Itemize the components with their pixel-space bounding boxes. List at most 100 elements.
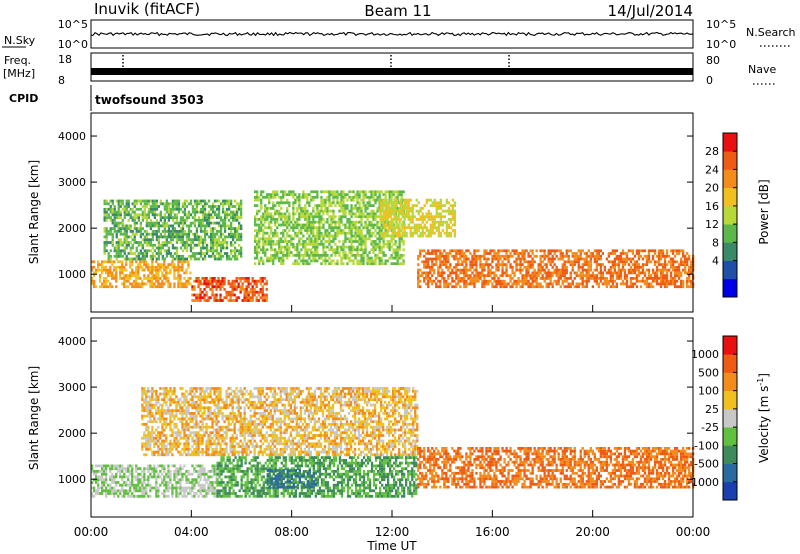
echo-cell: [233, 285, 236, 289]
echo-cell: [211, 246, 215, 250]
echo-cell: [143, 409, 146, 412]
echo-cell: [258, 240, 261, 243]
echo-cell: [336, 229, 339, 232]
echo-cell: [449, 231, 452, 235]
echo-cell: [445, 254, 448, 258]
echo-cell: [372, 223, 375, 227]
echo-cell: [535, 274, 538, 277]
echo-cell: [171, 227, 175, 230]
echo-cell: [682, 268, 685, 272]
echo-cell: [489, 274, 492, 277]
echo-cell: [201, 489, 204, 493]
echo-cell: [435, 260, 438, 264]
echo-cell: [437, 285, 440, 289]
echo-cell: [228, 218, 231, 222]
echo-cell: [123, 238, 126, 242]
echo-cell: [673, 271, 677, 275]
echo-cell: [234, 230, 237, 233]
echo-cell: [338, 223, 341, 227]
echo-cell: [340, 195, 343, 199]
echo-cell: [161, 243, 164, 247]
echo-cell: [149, 483, 152, 487]
echo-cell: [292, 201, 295, 205]
echo-cell: [294, 223, 297, 227]
echo-cell: [551, 274, 554, 277]
echo-cell: [497, 263, 500, 266]
echo-cell: [344, 256, 347, 260]
echo-cell: [447, 209, 450, 213]
echo-cell: [163, 205, 166, 208]
echo-cell: [223, 252, 227, 255]
echo-cell: [211, 489, 214, 493]
echo-cell: [651, 249, 655, 253]
echo-cell: [409, 215, 412, 219]
echo-cell: [368, 223, 371, 227]
echo-cell: [400, 195, 403, 199]
echo-cell: [169, 475, 172, 479]
echo-cell: [105, 243, 108, 247]
echo-cell: [117, 481, 120, 484]
echo-cell: [201, 483, 204, 487]
echo-cell: [388, 245, 391, 249]
echo-cell: [139, 249, 142, 253]
echo-cell: [223, 288, 226, 291]
echo-cell: [243, 279, 246, 283]
echo-cell: [171, 205, 175, 208]
echo-cell: [417, 268, 420, 272]
echo-cell: [362, 248, 365, 252]
echo-cell: [451, 215, 454, 219]
echo-cell: [613, 260, 616, 264]
echo-cell: [437, 207, 440, 210]
echo-cell: [236, 238, 239, 242]
echo-cell: [326, 254, 329, 257]
echo-cell: [155, 230, 158, 233]
echo-cell: [489, 268, 492, 272]
echo-cell: [613, 271, 616, 275]
echo-cell: [306, 198, 309, 202]
station-title: Inuvik (fitACF): [94, 0, 200, 18]
echo-cell: [427, 274, 430, 277]
echo-cell: [191, 494, 194, 498]
echo-cell: [169, 268, 172, 272]
echo-cell: [258, 262, 261, 266]
echo-cell: [175, 481, 178, 484]
echo-cell: [238, 243, 241, 247]
echo-cell: [338, 229, 341, 232]
echo-cell: [115, 199, 118, 203]
echo-cell: [437, 257, 440, 261]
echo-cell: [485, 249, 488, 253]
echo-cell: [151, 257, 154, 261]
echo-cell: [143, 205, 146, 208]
echo-cell: [95, 464, 98, 468]
echo-cell: [599, 274, 602, 277]
echo-cell: [225, 257, 229, 261]
echo-cell: [356, 193, 359, 196]
echo-cell: [352, 190, 355, 194]
echo-cell: [115, 257, 118, 261]
echo-cell: [551, 260, 554, 264]
echo-cell: [332, 195, 335, 199]
echo-cell: [619, 254, 623, 258]
echo-cell: [203, 257, 207, 261]
echo-cell: [233, 282, 236, 286]
echo-cell: [276, 209, 279, 213]
echo-cell: [193, 293, 196, 297]
echo-cell: [515, 285, 518, 289]
echo-cell: [495, 268, 498, 272]
echo-cell: [173, 216, 177, 219]
echo-cell: [215, 288, 218, 291]
echo-cell: [143, 434, 146, 437]
echo-cell: [219, 241, 223, 244]
echo-cell: [577, 274, 580, 277]
echo-cell: [129, 274, 132, 277]
echo-cell: [376, 231, 379, 235]
echo-cell: [397, 223, 400, 227]
echo-cell: [427, 285, 430, 289]
echo-cell: [131, 271, 134, 275]
echo-cell: [203, 494, 206, 498]
echo-cell: [388, 242, 391, 246]
echo-cell: [583, 279, 586, 283]
echo-cell: [221, 210, 225, 214]
echo-cell: [352, 223, 355, 227]
echo-cell: [511, 265, 514, 269]
